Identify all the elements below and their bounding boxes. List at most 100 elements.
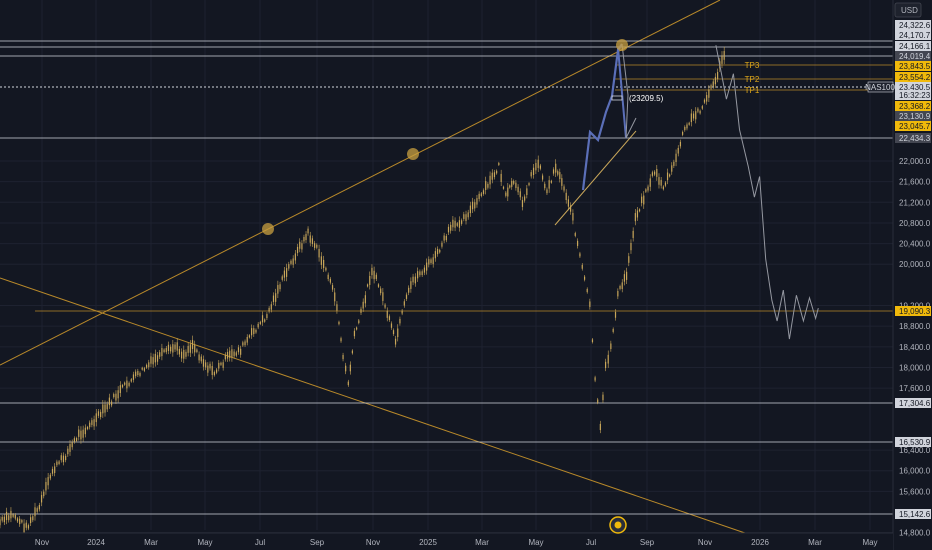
candle-body [189,344,191,353]
candle-body [240,348,242,355]
candle-body [703,99,706,103]
candle-body [471,201,474,210]
candle-body [261,315,264,323]
symbol-tag: NAS100 [865,81,895,93]
candle-body [572,213,574,221]
candle-body [712,81,714,87]
candle-body [106,404,108,410]
candle-body [45,482,47,491]
candle-body [305,234,307,241]
candle-body [465,214,467,222]
candle-body [294,253,296,261]
candle-body [73,438,75,442]
candle-body [360,308,362,313]
candle-body [268,307,270,312]
candle-body [187,345,189,353]
candle-body [331,285,334,290]
price-tag-label: 17,304.6 [899,399,931,408]
candle-body [51,468,54,474]
price-tag-label: 24,166.1 [899,42,931,51]
candle-body [215,369,218,373]
candle-body [405,294,408,299]
candle-body [233,351,235,357]
annotation: (23209.5) [611,94,664,103]
candle-body [224,354,226,360]
currency-box[interactable] [894,2,922,18]
candle-body [91,420,93,425]
candle-body [597,399,599,403]
candle-body [628,256,630,263]
candle-body [202,359,205,367]
upper-trendline[interactable] [0,0,721,366]
candle-body [34,507,36,517]
time-axis[interactable]: Nov 2024 Mar May Jul Sep Nov 2025 Mar May Jul Sep No… [0,532,893,550]
tradingview-logo-icon[interactable] [609,516,627,534]
candle-body [394,338,397,345]
candle-body [211,366,213,375]
candle-body [428,259,430,265]
price-tag-label: 19,090.3 [899,307,931,316]
candle-body [277,285,279,294]
touch-marker[interactable] [407,148,419,160]
candle-body [264,319,266,322]
candle-body [222,362,224,368]
candle-body [630,242,632,251]
candle-body [275,293,277,302]
candle-body [303,236,305,242]
candle-body [89,422,91,428]
candle-body [286,268,288,277]
time-tick-label: Sep [310,538,325,547]
candle-body [115,393,117,401]
candle-body [237,347,240,353]
candle-body [36,508,38,512]
candle-body [589,301,591,307]
candle-body [246,337,248,343]
price-tag [895,437,931,447]
candle-body [662,186,664,190]
projection-line[interactable] [715,45,819,340]
candle-body [524,196,526,201]
lower-trendline[interactable] [0,277,746,534]
candle-body [480,193,482,197]
candle-body [288,264,290,269]
candle-body [375,274,377,279]
candle-body [586,288,588,293]
candle-body [69,444,71,452]
candle-body [721,55,723,64]
candle-body [161,347,163,357]
candle-body [336,304,338,311]
candle-body [408,287,410,293]
candle-body [248,335,251,338]
touch-marker[interactable] [262,223,274,235]
candle-body [673,161,675,166]
candle-body [97,411,100,416]
candle-body [345,365,347,372]
price-tick-label: 20,000.0 [899,260,931,269]
candle-body [364,295,366,304]
candle-body [353,330,356,337]
candle-body [430,259,432,263]
candle-body [563,186,565,191]
price-tick-label: 18,800.0 [899,322,931,331]
candle-body [485,181,487,190]
time-tick-label: 2024 [87,538,105,547]
candle-body [559,172,561,180]
time-tick-label: May [197,538,212,547]
candle-body [612,328,614,332]
touch-marker[interactable] [616,39,628,51]
candle-body [16,518,19,522]
candle-body [95,413,97,423]
candle-body [170,346,172,352]
candle-body [3,516,5,523]
candle-body [467,212,469,218]
candle-body [270,304,272,310]
candle-body [509,185,511,188]
candle-body [349,364,351,372]
time-tick-label: Jul [255,538,265,547]
candle-body [226,351,229,359]
candle-body [623,274,626,282]
candle-body [356,327,358,330]
candle-body [325,267,327,271]
candle-body [647,186,649,191]
